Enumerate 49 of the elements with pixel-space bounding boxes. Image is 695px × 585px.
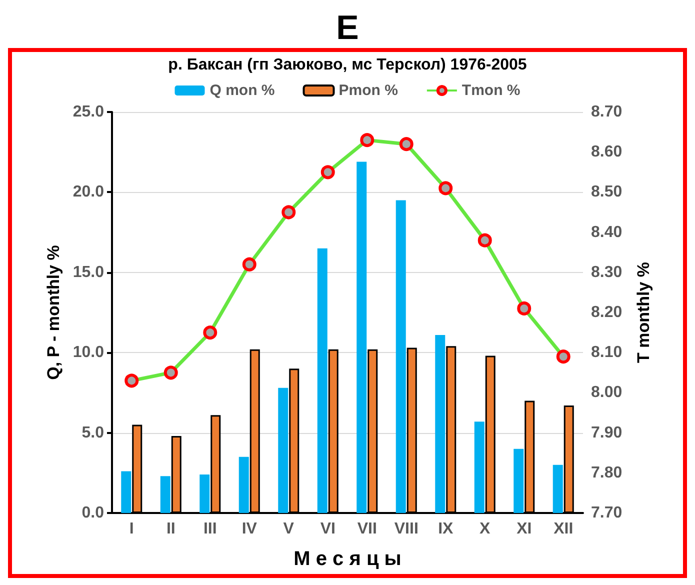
x-tick-label: I: [129, 520, 134, 538]
x-tick-label: III: [203, 520, 217, 538]
bar: [121, 471, 132, 513]
bar: [435, 334, 446, 513]
x-tick-label: IV: [242, 520, 258, 538]
x-tick-label: IX: [438, 520, 454, 538]
y-tick-label: 25.0: [72, 104, 104, 120]
x-tick-label: XI: [516, 520, 532, 538]
x-tick-label: II: [166, 520, 176, 538]
bar: [278, 388, 288, 513]
bar: [396, 200, 406, 513]
y2-tick-label: 8.50: [591, 184, 622, 201]
x-tick-label: V: [283, 520, 294, 538]
y-tick-label: 0.0: [82, 504, 104, 522]
bar: [160, 476, 170, 513]
y2-tick-label: 8.10: [591, 344, 622, 362]
y2-tick-label: 7.90: [591, 424, 622, 442]
y-tick-label: 15.0: [72, 264, 104, 281]
y-tick-label: 5.0: [82, 424, 104, 442]
x-tick-label: XII: [554, 520, 574, 538]
bar: [552, 464, 563, 513]
y-tick-label: 20.0: [72, 184, 104, 201]
y2-tick-label: 7.80: [591, 464, 622, 482]
y2-tick-label: 8.40: [591, 224, 622, 241]
y-axis-title: Q, P - monthly %: [44, 245, 63, 380]
x-tick-label: VI: [320, 520, 336, 538]
bar: [200, 474, 210, 513]
bar: [356, 162, 367, 513]
x-axis-title: М е с я ц ы: [294, 548, 402, 570]
x-tick-label: X: [480, 520, 491, 538]
y2-tick-label: 8.00: [591, 384, 622, 402]
y2-tick-label: 7.70: [591, 504, 622, 522]
legend-label: Tmon %: [462, 82, 520, 99]
x-tick-label: VII: [357, 520, 377, 538]
bar: [514, 448, 524, 513]
chart-subtitle: р. Баксан (гп Заюково, мс Терскол) 1976-2005: [168, 56, 527, 74]
x-tick-label: VIII: [394, 520, 418, 538]
y-tick-label: 10.0: [72, 344, 104, 362]
legend-label: Pmon %: [338, 82, 398, 99]
y2-tick-label: 8.20: [591, 304, 622, 321]
bar: [317, 248, 328, 513]
y2-tick-label: 8.60: [591, 144, 622, 161]
bar: [474, 422, 484, 513]
chart-title: E: [335, 8, 360, 48]
y2-tick-label: 8.70: [591, 104, 622, 120]
y2-tick-label: 8.30: [591, 264, 622, 281]
legend-label: Q mon %: [210, 82, 275, 99]
y2-axis-title: T monthly %: [634, 262, 653, 364]
bar: [238, 456, 249, 513]
